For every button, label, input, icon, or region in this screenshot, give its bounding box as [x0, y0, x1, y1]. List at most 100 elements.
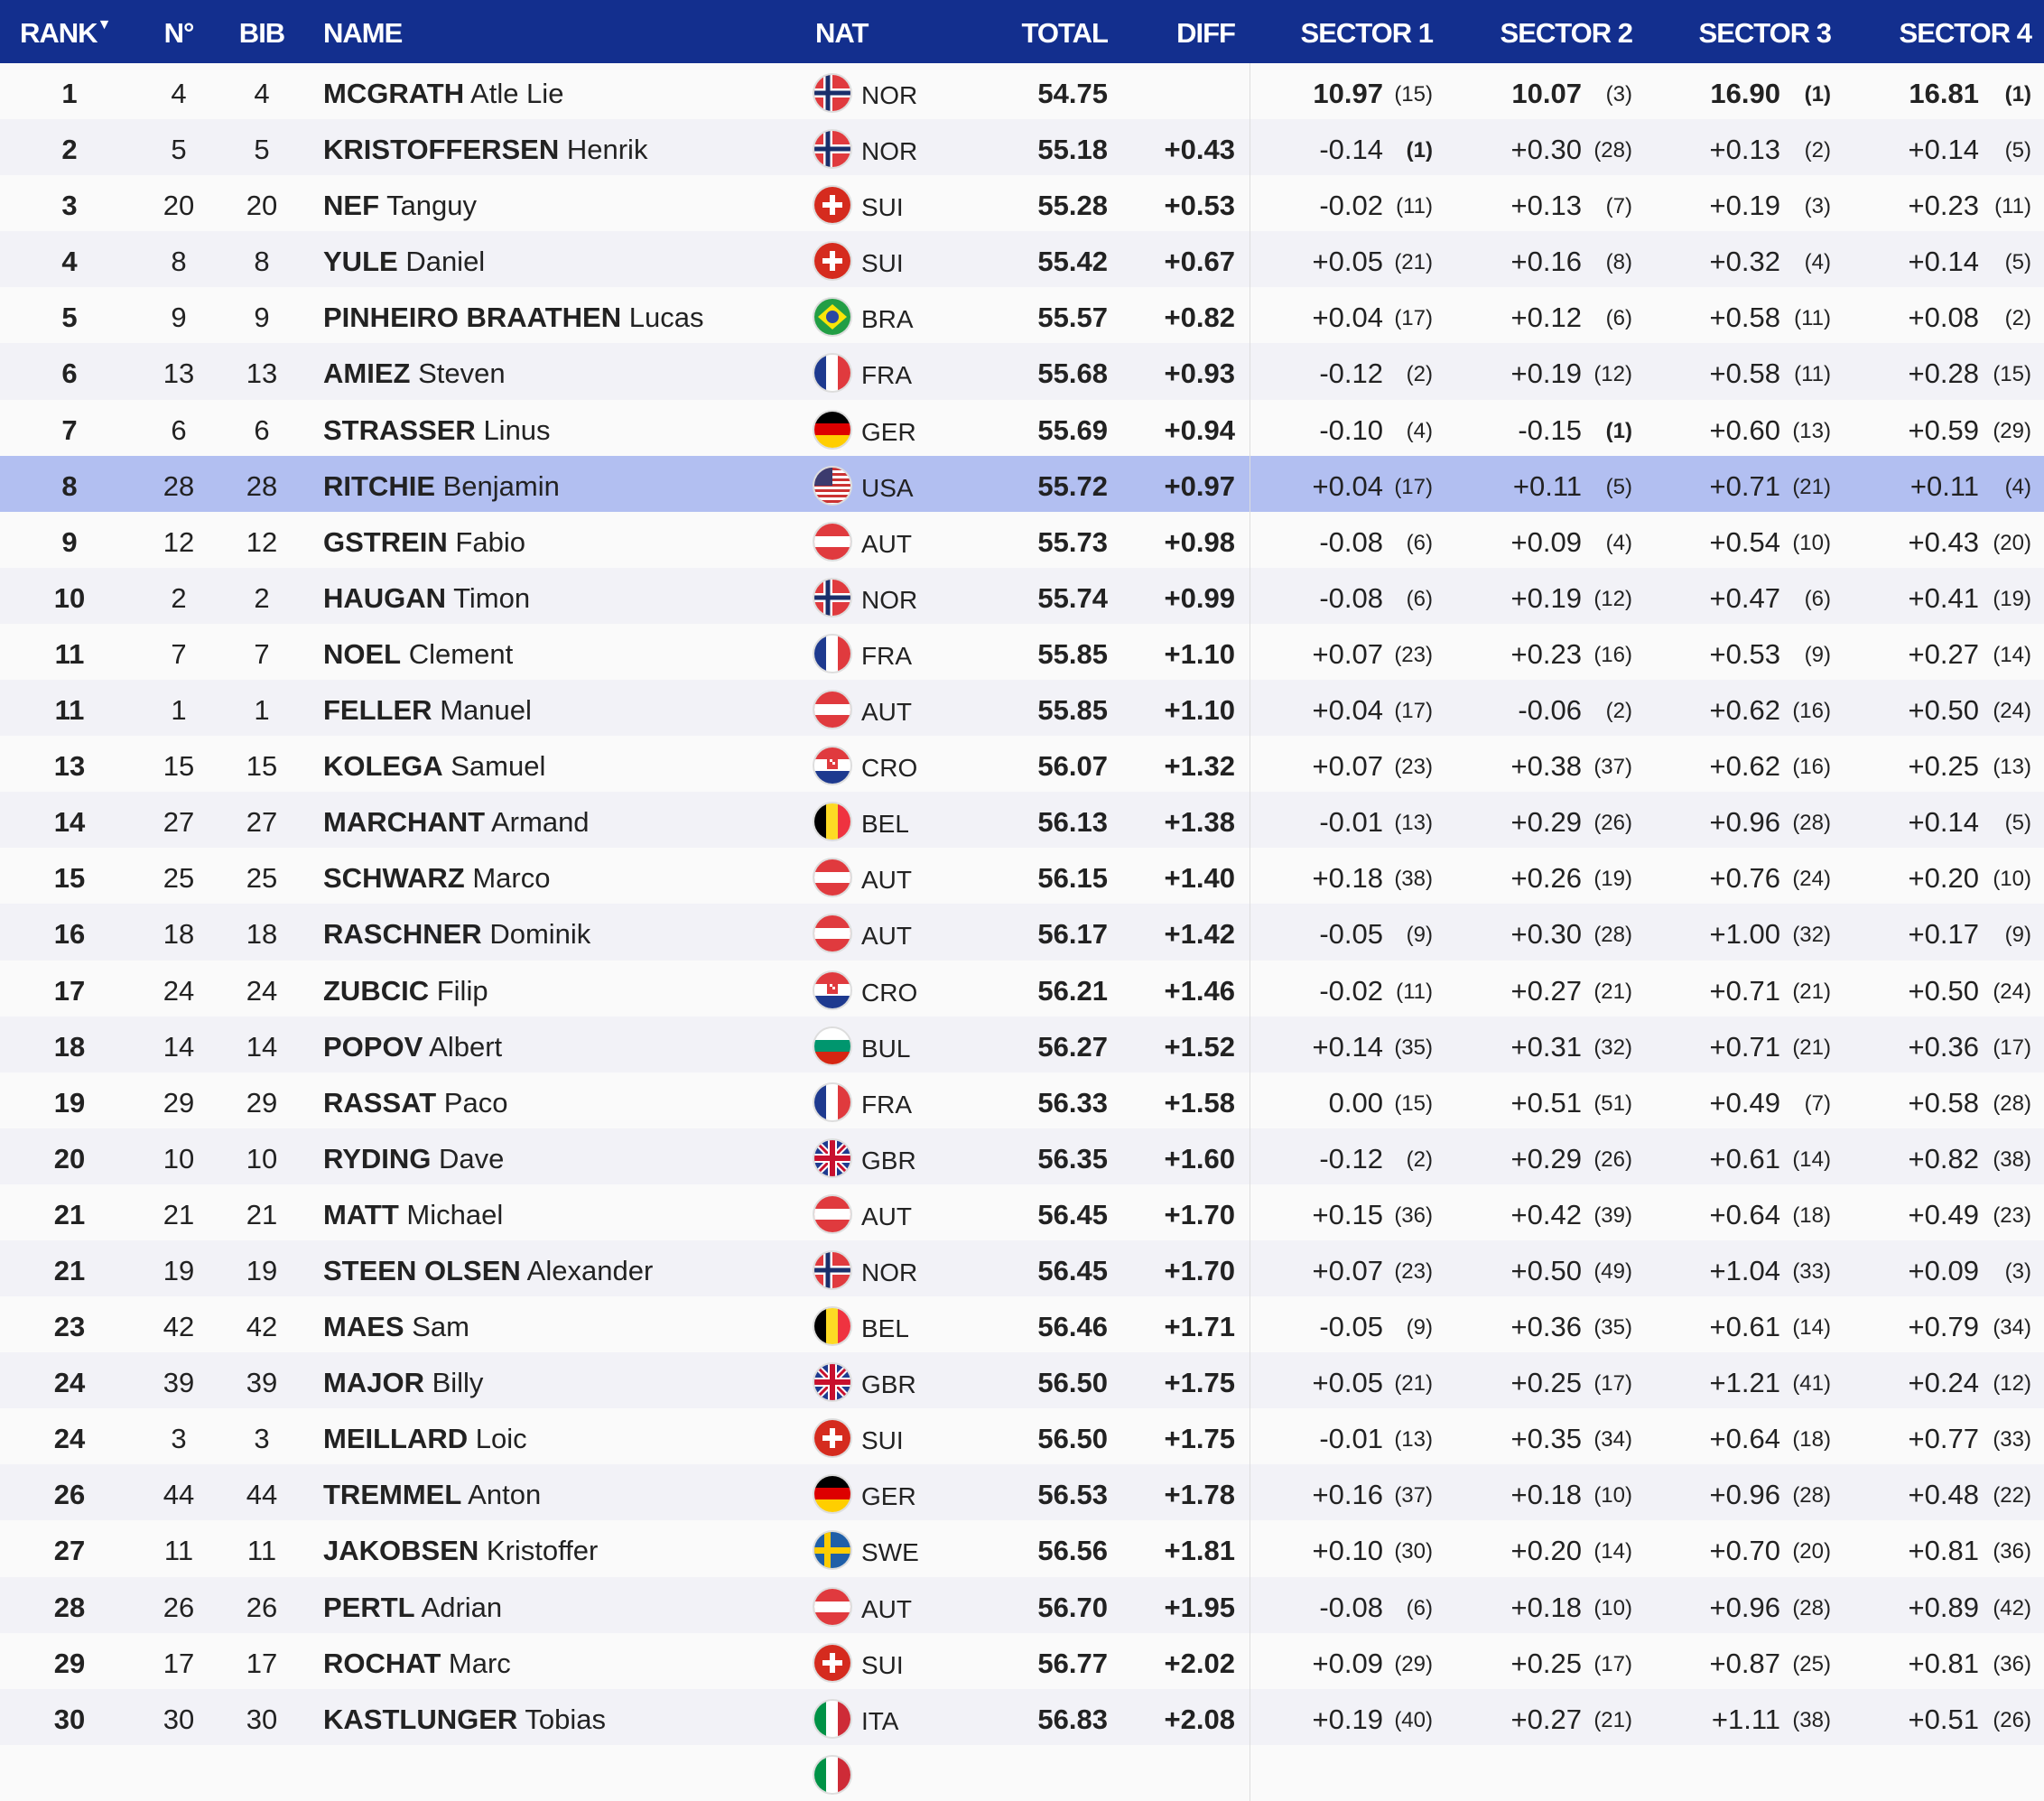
sector3-rank: (2): [1804, 138, 1831, 163]
table-row[interactable]: 19 29 29 RASSAT Paco FRA 56.33 +1.58 0.00…: [0, 1072, 2044, 1128]
table-row[interactable]: 10 2 2 HAUGAN Timon NOR 55.74 +0.99 -0.08…: [0, 567, 2044, 624]
table-row[interactable]: 1 4 4 MCGRATH Atle Lie NOR 54.75 10.97 (…: [0, 63, 2044, 120]
athlete-name[interactable]: GSTREIN Fabio: [323, 526, 525, 559]
table-row[interactable]: 13 15 15 KOLEGA Samuel CRO 56.07 +1.32 +0…: [0, 736, 2044, 793]
table-row[interactable]: 15 25 25 SCHWARZ Marco AUT 56.15 +1.40 +0…: [0, 848, 2044, 905]
table-row[interactable]: 11 1 1 FELLER Manuel AUT 55.85 +1.10 +0.0…: [0, 680, 2044, 737]
table-row[interactable]: 26 44 44 TREMMEL Anton GER 56.53 +1.78 +0…: [0, 1464, 2044, 1521]
time-diff: +0.43: [1164, 134, 1235, 166]
table-row[interactable]: 20 10 10 RYDING Dave GBR 56.35 +1.60 -0.1…: [0, 1128, 2044, 1184]
athlete-name[interactable]: AMIEZ Steven: [323, 357, 506, 390]
table-row[interactable]: 30 30 30 KASTLUNGER Tobias ITA 56.83 +2.…: [0, 1688, 2044, 1745]
athlete-name[interactable]: NOEL Clement: [323, 638, 513, 671]
table-row[interactable]: 17 24 24 ZUBCIC Filip CRO 56.21 +1.46 -0.…: [0, 960, 2044, 1017]
sector1-rank: (4): [1406, 418, 1433, 443]
table-row[interactable]: 28 26 26 PERTL Adrian AUT 56.70 +1.95 -0.…: [0, 1576, 2044, 1633]
sector2-rank: (12): [1593, 586, 1632, 611]
last-name: MCGRATH: [323, 78, 465, 109]
athlete-name[interactable]: ROCHAT Marc: [323, 1648, 511, 1680]
col-total-header[interactable]: TOTAL: [1021, 17, 1109, 49]
col-nat-header[interactable]: NAT: [815, 17, 869, 49]
col-diff-header[interactable]: DIFF: [1176, 17, 1236, 49]
rank: 18: [53, 1030, 86, 1063]
sector3-rank: (24): [1792, 867, 1831, 892]
athlete-name[interactable]: JAKOBSEN Kristoffer: [323, 1535, 598, 1567]
athlete-name[interactable]: SCHWARZ Marco: [323, 862, 550, 895]
col-sector3-header[interactable]: SECTOR 3: [1698, 17, 1832, 49]
col-sector1-header[interactable]: SECTOR 1: [1300, 17, 1434, 49]
athlete-name[interactable]: NEF Tanguy: [323, 190, 477, 222]
athlete-name[interactable]: RYDING Dave: [323, 1143, 504, 1175]
athlete-name[interactable]: RITCHIE Benjamin: [323, 470, 560, 503]
sector3-time: +0.64: [1709, 1423, 1780, 1455]
first-name: Clement: [408, 637, 514, 670]
col-bib-header[interactable]: BIB: [238, 17, 285, 49]
athlete-name[interactable]: RASSAT Paco: [323, 1087, 507, 1119]
table-row[interactable]: 9 12 12 GSTREIN Fabio AUT 55.73 +0.98 -0.…: [0, 511, 2044, 568]
col-sector4-header[interactable]: SECTOR 4: [1899, 17, 2032, 49]
sector3-time: +0.53: [1709, 637, 1780, 670]
sector3-time: +0.96: [1709, 806, 1780, 839]
total-time: 54.75: [1037, 78, 1108, 109]
table-row[interactable]: 5 9 9 PINHEIRO BRAATHEN Lucas BRA 55.57 …: [0, 287, 2044, 344]
table-row[interactable]: 24 39 39 MAJOR Billy GBR 56.50 +1.75 +0.0…: [0, 1352, 2044, 1409]
athlete-name[interactable]: RASCHNER Dominik: [323, 918, 590, 951]
athlete-name[interactable]: TREMMEL Anton: [323, 1479, 541, 1511]
athlete-name[interactable]: PINHEIRO BRAATHEN Lucas: [323, 302, 703, 334]
col-no-header[interactable]: N°: [163, 17, 195, 49]
table-row[interactable]: 3 20 20 NEF Tanguy SUI 55.28 +0.53 -0.02 …: [0, 175, 2044, 232]
athlete-name[interactable]: MEILLARD Loic: [323, 1423, 527, 1455]
athlete-name[interactable]: MATT Michael: [323, 1199, 503, 1231]
total-time: 55.69: [1037, 413, 1108, 446]
athlete-name[interactable]: ZUBCIC Filip: [323, 975, 488, 1007]
athlete-name[interactable]: HAUGAN Timon: [323, 582, 530, 615]
table-row[interactable]: 6 13 13 AMIEZ Steven FRA 55.68 +0.93 -0.1…: [0, 343, 2044, 400]
start-number: 4: [171, 78, 187, 109]
sector3-time: +0.60: [1709, 413, 1780, 446]
table-row[interactable]: 4 8 8 YULE Daniel SUI 55.42 +0.67 +0.05 (…: [0, 231, 2044, 288]
athlete-name[interactable]: KRISTOFFERSEN Henrik: [323, 134, 647, 166]
nation-code: AUT: [861, 698, 912, 727]
rank: 15: [53, 862, 86, 895]
sector2-rank: (26): [1593, 811, 1632, 836]
athlete-name[interactable]: PERTL Adrian: [323, 1592, 502, 1624]
athlete-name[interactable]: STRASSER Linus: [323, 414, 551, 447]
sector1-time: +0.07: [1312, 750, 1383, 783]
athlete-name[interactable]: MAJOR Billy: [323, 1367, 483, 1399]
table-row[interactable]: 21 21 21 MATT Michael AUT 56.45 +1.70 +0.…: [0, 1184, 2044, 1240]
table-row[interactable]: 2 5 5 KRISTOFFERSEN Henrik NOR 55.18 +0.…: [0, 119, 2044, 176]
bib: 8: [254, 246, 270, 278]
athlete-name[interactable]: POPOV Albert: [323, 1031, 502, 1063]
athlete-name[interactable]: KASTLUNGER Tobias: [323, 1704, 606, 1736]
table-row[interactable]: 11 7 7 NOEL Clement FRA 55.85 +1.10 +0.07…: [0, 623, 2044, 681]
nation-code: FRA: [861, 361, 912, 390]
sector4-rank: (34): [1993, 1315, 2031, 1341]
athlete-name[interactable]: MARCHANT Armand: [323, 806, 590, 839]
table-row[interactable]: 14 27 27 MARCHANT Armand BEL 56.13 +1.38…: [0, 792, 2044, 849]
table-row[interactable]: 16 18 18 RASCHNER Dominik AUT 56.17 +1.4…: [0, 904, 2044, 961]
table-row[interactable]: 24 3 3 MEILLARD Loic SUI 56.50 +1.75 -0.0…: [0, 1408, 2044, 1465]
sector3-time: +0.76: [1709, 862, 1780, 895]
table-row[interactable]: 29 17 17 ROCHAT Marc SUI 56.77 +2.02 +0.0…: [0, 1632, 2044, 1689]
total-time: 56.77: [1037, 1647, 1108, 1679]
total-time: 56.45: [1037, 1254, 1108, 1286]
col-name-header[interactable]: NAME: [323, 17, 403, 49]
col-rank-header[interactable]: RANK▼: [20, 17, 111, 49]
col-sector2-header[interactable]: SECTOR 2: [1500, 17, 1633, 49]
table-row[interactable]: 27 11 11 JAKOBSEN Kristoffer SWE 56.56 +…: [0, 1520, 2044, 1577]
flag-nor-icon: [814, 131, 850, 168]
athlete-name[interactable]: MAES Sam: [323, 1311, 469, 1343]
sector3-time: +0.70: [1709, 1535, 1780, 1567]
athlete-name[interactable]: KOLEGA Samuel: [323, 750, 545, 783]
table-row[interactable]: 23 42 42 MAES Sam BEL 56.46 +1.71 -0.05 (…: [0, 1296, 2044, 1353]
table-row[interactable]: 21 19 19 STEEN OLSEN Alexander NOR 56.45…: [0, 1239, 2044, 1297]
athlete-name[interactable]: MCGRATH Atle Lie: [323, 78, 563, 110]
rank: 29: [53, 1647, 86, 1679]
table-row[interactable]: 18 14 14 POPOV Albert BUL 56.27 +1.52 +0.…: [0, 1016, 2044, 1072]
last-name: NOEL: [323, 637, 402, 670]
athlete-name[interactable]: YULE Daniel: [323, 246, 485, 278]
table-row[interactable]: 8 28 28 RITCHIE Benjamin USA 55.72 +0.97…: [0, 455, 2044, 512]
athlete-name[interactable]: STEEN OLSEN Alexander: [323, 1255, 653, 1287]
table-row[interactable]: 7 6 6 STRASSER Linus GER 55.69 +0.94 -0.1…: [0, 399, 2044, 456]
athlete-name[interactable]: FELLER Manuel: [323, 694, 532, 727]
